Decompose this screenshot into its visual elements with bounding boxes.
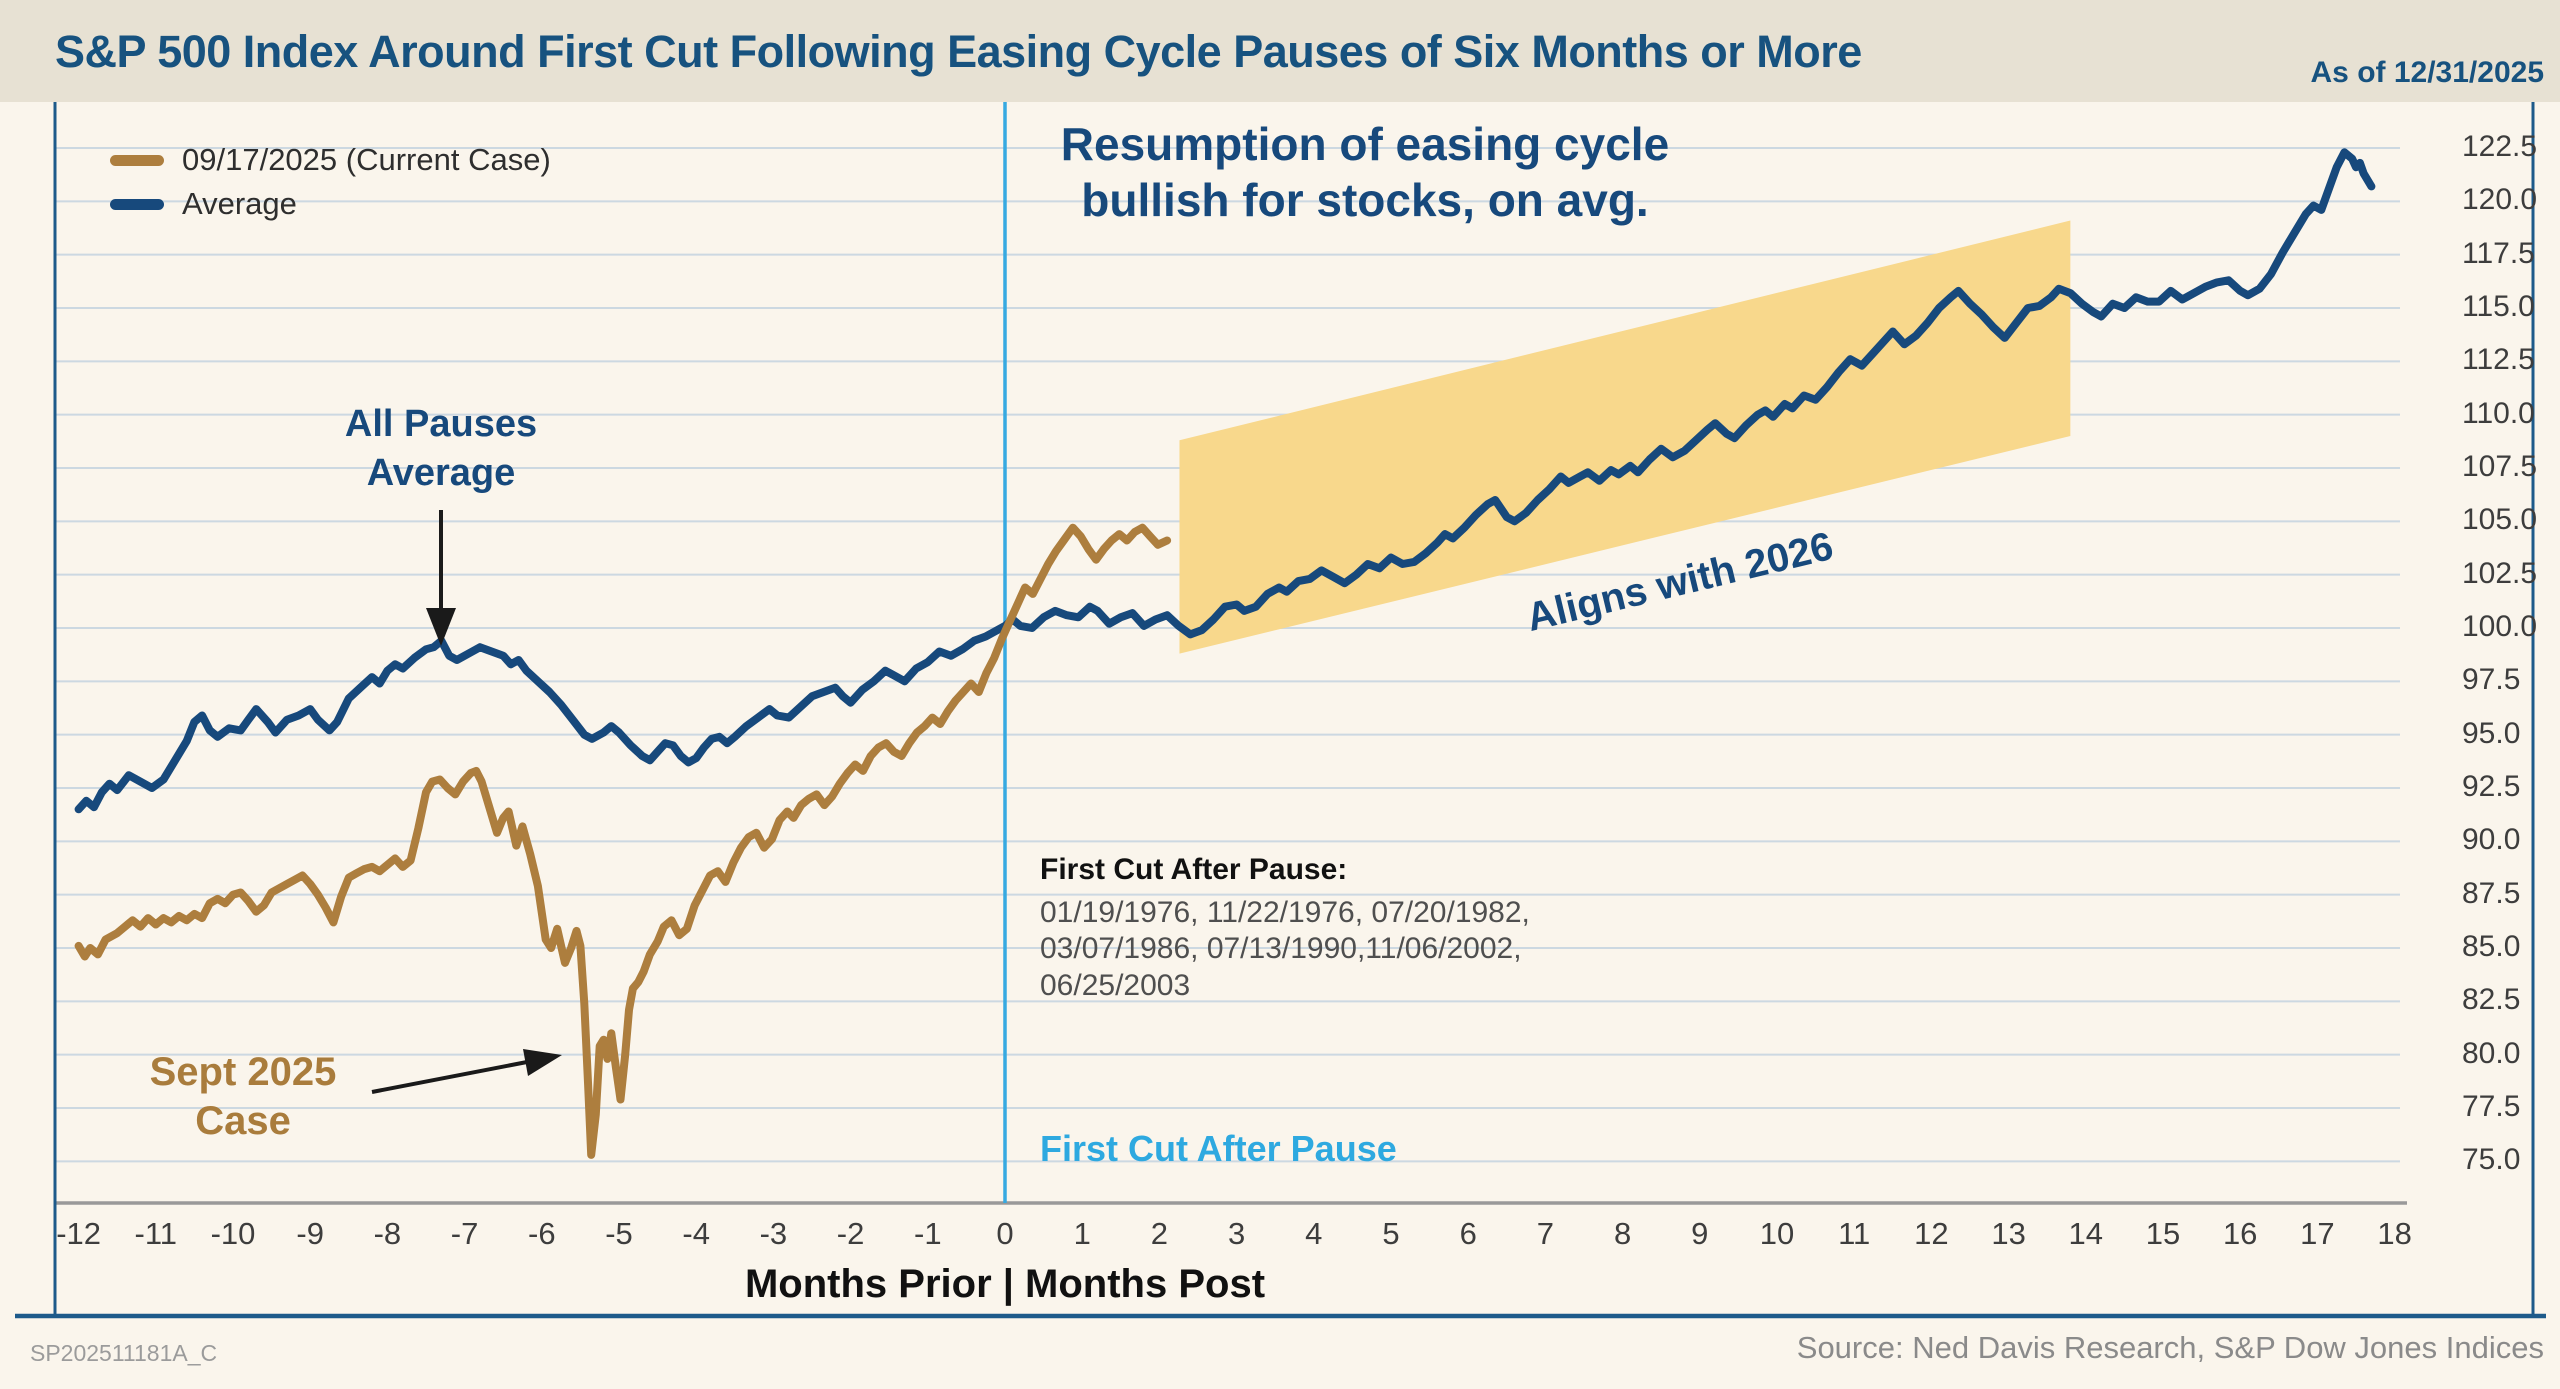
all-pauses-arrow-head-icon <box>426 608 456 646</box>
source-credit: Source: Ned Davis Research, S&P Dow Jone… <box>1796 1330 2544 1365</box>
x-tick-label: 9 <box>1691 1216 1709 1251</box>
legend-label: 09/17/2025 (Current Case) <box>182 142 551 177</box>
y-tick-label: 87.5 <box>2462 876 2521 910</box>
first-cut-dates-line: 01/19/1976, 11/22/1976, 07/20/1982, <box>1040 895 1530 929</box>
y-tick-label: 102.5 <box>2462 556 2538 590</box>
y-tick-label: 85.0 <box>2462 929 2521 963</box>
legend-item-average: Average <box>110 182 551 226</box>
series-line-current-case <box>74 523 1172 1159</box>
y-tick-label: 77.5 <box>2462 1089 2521 1123</box>
y-tick-label: 107.5 <box>2462 449 2538 483</box>
x-tick-label: 2 <box>1150 1216 1169 1251</box>
sept-case-arrow-line <box>371 1060 528 1094</box>
x-tick-label: -11 <box>134 1216 178 1251</box>
figure-id: SP202511181A_C <box>30 1340 218 1366</box>
first-cut-heading: First Cut After Pause: <box>1040 853 1348 886</box>
y-tick-label: 90.0 <box>2462 823 2521 857</box>
x-tick-label: 7 <box>1536 1216 1555 1251</box>
y-tick-label: 92.5 <box>2462 769 2521 803</box>
header-bar <box>0 0 2560 102</box>
x-tick-label: 13 <box>1991 1216 2026 1251</box>
page-title: S&P 500 Index Around First Cut Following… <box>55 26 1862 77</box>
x-tick-label: 1 <box>1073 1216 1091 1251</box>
sept-2025-annotation: Sept 2025 Case <box>149 1050 337 1143</box>
x-tick-label: 14 <box>2068 1216 2104 1251</box>
resumption-annotation: Resumption of easing cycle bullish for s… <box>1060 118 1670 227</box>
x-tick-label: 17 <box>2300 1216 2335 1251</box>
x-tick-label: 0 <box>996 1216 1014 1251</box>
sept-case-arrow-head-icon <box>523 1049 562 1076</box>
x-tick-label: -3 <box>759 1216 788 1251</box>
y-tick-label: 100.0 <box>2462 609 2538 643</box>
annotation-arrows <box>371 510 562 1094</box>
y-tick-label: 82.5 <box>2462 983 2521 1017</box>
legend: 09/17/2025 (Current Case) Average <box>110 138 551 226</box>
x-tick-label: 8 <box>1613 1216 1632 1251</box>
y-tick-label: 110.0 <box>2462 396 2535 430</box>
y-tick-label: 112.5 <box>2462 343 2535 377</box>
x-tick-label: -7 <box>450 1216 479 1251</box>
y-tick-label: 95.0 <box>2462 716 2521 750</box>
x-tick-label: 12 <box>1914 1216 1949 1251</box>
first-cut-dates-line: 03/07/1986, 07/13/1990,11/06/2002, <box>1040 932 1522 966</box>
x-tick-label: -10 <box>210 1216 256 1251</box>
x-tick-label: 4 <box>1305 1216 1323 1251</box>
x-tick-label: -2 <box>836 1216 865 1251</box>
y-tick-label: 75.0 <box>2462 1143 2521 1177</box>
x-tick-label: -6 <box>528 1216 556 1251</box>
x-tick-label: 3 <box>1227 1216 1246 1251</box>
legend-label: Average <box>182 186 297 221</box>
y-tick-label: 115.0 <box>2462 289 2535 323</box>
y-tick-label: 105.0 <box>2462 503 2538 537</box>
x-tick-label: -1 <box>914 1216 942 1251</box>
x-tick-label: 10 <box>1759 1216 1795 1251</box>
y-tick-label: 120.0 <box>2462 183 2538 217</box>
x-tick-label: -4 <box>682 1216 710 1251</box>
generated-chart-layers <box>15 102 2546 1319</box>
x-tick-label: 5 <box>1382 1216 1400 1251</box>
x-tick-label: -5 <box>605 1216 633 1251</box>
y-tick-label: 117.5 <box>2462 236 2535 270</box>
x-tick-label: 11 <box>1838 1216 1871 1251</box>
x-tick-label: 15 <box>2145 1216 2181 1251</box>
series-line-average <box>74 148 2376 814</box>
x-tick-label: -9 <box>296 1216 324 1251</box>
x-tick-label: 16 <box>2222 1216 2258 1251</box>
current-case-swatch-icon <box>110 154 164 166</box>
all-pauses-annotation: All Pauses Average <box>344 403 538 495</box>
first-cut-dates-line: 06/25/2003 <box>1040 968 1191 1002</box>
average-swatch-icon <box>110 198 164 210</box>
y-tick-label: 97.5 <box>2462 663 2521 697</box>
aligns-2026-band <box>1179 220 2071 654</box>
x-tick-label: 18 <box>2377 1216 2412 1251</box>
first-cut-dates-block: First Cut After Pause: 01/19/1976, 11/22… <box>1040 852 1530 1004</box>
x-tick-label: -12 <box>56 1216 101 1251</box>
y-tick-label: 122.5 <box>2462 130 2538 163</box>
as-of-date: As of 12/31/2025 <box>2310 56 2544 89</box>
first-cut-vline-label: First Cut After Pause <box>1040 1128 1397 1169</box>
x-tick-label: -8 <box>373 1216 402 1251</box>
legend-item-current-case: 09/17/2025 (Current Case) <box>110 138 551 182</box>
x-tick-label: 6 <box>1459 1216 1477 1251</box>
y-tick-label: 80.0 <box>2462 1036 2521 1070</box>
x-axis-title: Months Prior | Months Post <box>744 1262 1266 1306</box>
